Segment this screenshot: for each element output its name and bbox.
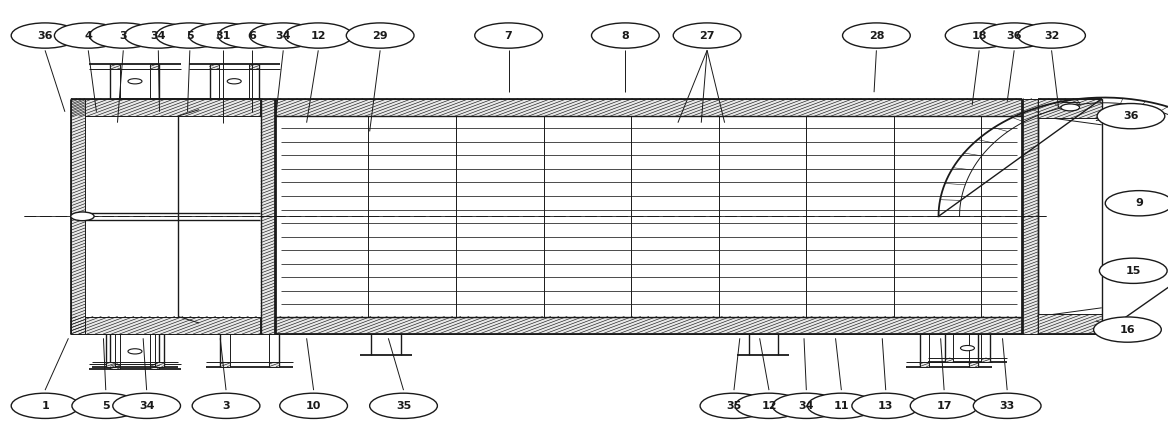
Text: 34: 34 — [798, 401, 814, 411]
Circle shape — [911, 393, 978, 419]
Text: 36: 36 — [37, 31, 53, 41]
Circle shape — [981, 23, 1049, 48]
Bar — [154, 362, 164, 367]
Text: 3: 3 — [119, 31, 127, 41]
Circle shape — [946, 23, 1014, 48]
Text: 34: 34 — [151, 31, 166, 41]
Circle shape — [735, 393, 803, 419]
Bar — [946, 358, 954, 362]
Circle shape — [673, 23, 741, 48]
Circle shape — [124, 23, 192, 48]
Circle shape — [188, 23, 256, 48]
Bar — [1038, 314, 1101, 334]
Circle shape — [249, 23, 317, 48]
Circle shape — [284, 23, 352, 48]
Circle shape — [961, 346, 975, 351]
Bar — [920, 362, 929, 367]
Text: 13: 13 — [878, 401, 893, 411]
Text: 12: 12 — [761, 401, 776, 411]
Circle shape — [227, 79, 241, 84]
Text: 5: 5 — [186, 31, 194, 41]
Text: 1: 1 — [41, 401, 49, 411]
Bar — [150, 64, 159, 69]
Text: 33: 33 — [999, 401, 1015, 411]
Text: 28: 28 — [869, 31, 884, 41]
Circle shape — [1018, 23, 1085, 48]
Bar — [71, 316, 260, 334]
Text: 8: 8 — [622, 31, 629, 41]
Bar — [275, 99, 1023, 116]
Circle shape — [90, 23, 157, 48]
Bar — [261, 99, 275, 334]
Circle shape — [192, 393, 260, 419]
Text: 29: 29 — [373, 31, 388, 41]
Bar — [969, 362, 978, 367]
Circle shape — [773, 393, 841, 419]
Bar — [71, 99, 85, 334]
Circle shape — [12, 393, 79, 419]
Circle shape — [217, 23, 285, 48]
Circle shape — [155, 23, 223, 48]
Bar — [1023, 99, 1038, 334]
Text: 34: 34 — [139, 401, 154, 411]
Circle shape — [1105, 191, 1169, 216]
Circle shape — [843, 23, 911, 48]
Circle shape — [852, 393, 920, 419]
Bar — [110, 364, 119, 369]
Bar — [110, 64, 119, 69]
Circle shape — [72, 393, 139, 419]
Circle shape — [592, 23, 659, 48]
Circle shape — [369, 393, 437, 419]
Circle shape — [1093, 317, 1161, 342]
Circle shape — [475, 23, 542, 48]
Text: 36: 36 — [1007, 31, 1022, 41]
Bar — [105, 362, 115, 367]
Circle shape — [127, 349, 141, 354]
Circle shape — [71, 212, 94, 221]
Bar — [209, 64, 219, 69]
Bar — [71, 99, 260, 116]
Text: 16: 16 — [1120, 325, 1135, 335]
Bar — [982, 358, 990, 362]
Text: 36: 36 — [1123, 111, 1139, 121]
Circle shape — [12, 23, 79, 48]
Bar — [269, 362, 278, 367]
Circle shape — [112, 393, 180, 419]
Text: 5: 5 — [102, 401, 110, 411]
Text: 4: 4 — [84, 31, 92, 41]
Circle shape — [1099, 258, 1167, 284]
Circle shape — [700, 393, 768, 419]
Text: 10: 10 — [306, 401, 321, 411]
Bar — [150, 364, 159, 369]
Text: 3: 3 — [222, 401, 230, 411]
Circle shape — [346, 23, 414, 48]
Text: 35: 35 — [726, 401, 741, 411]
Bar — [1038, 99, 1101, 118]
Bar — [249, 64, 258, 69]
Text: 32: 32 — [1044, 31, 1059, 41]
Text: 7: 7 — [505, 31, 512, 41]
Text: 15: 15 — [1126, 266, 1141, 276]
Text: 17: 17 — [936, 401, 952, 411]
Circle shape — [1097, 104, 1164, 129]
Text: 31: 31 — [215, 31, 230, 41]
Bar — [220, 362, 229, 367]
Text: 27: 27 — [699, 31, 715, 41]
Circle shape — [55, 23, 122, 48]
Text: 34: 34 — [276, 31, 291, 41]
Text: 18: 18 — [971, 31, 987, 41]
Text: 9: 9 — [1135, 198, 1143, 208]
Circle shape — [127, 79, 141, 84]
Circle shape — [808, 393, 876, 419]
Circle shape — [1061, 104, 1079, 111]
Circle shape — [279, 393, 347, 419]
Text: 6: 6 — [248, 31, 256, 41]
Bar — [275, 316, 1023, 334]
Text: 12: 12 — [311, 31, 326, 41]
Text: 35: 35 — [396, 401, 411, 411]
Circle shape — [974, 393, 1042, 419]
Text: 11: 11 — [833, 401, 849, 411]
